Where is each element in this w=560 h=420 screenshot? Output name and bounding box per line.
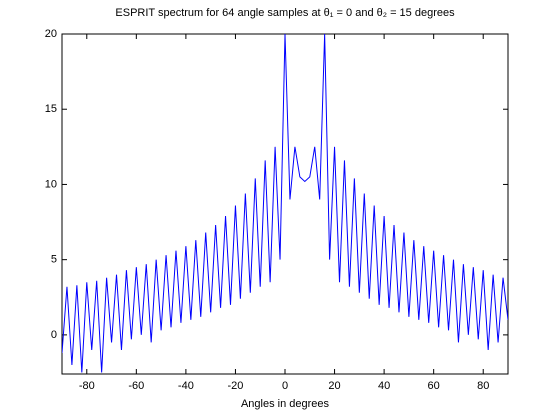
x-tick-label: 20 [328,380,340,392]
spectrum-line [62,34,508,373]
x-tick-label: -80 [79,380,95,392]
x-tick-label: 0 [282,380,288,392]
x-tick-label: -20 [227,380,243,392]
y-tick-label: 15 [45,103,57,115]
chart-title: ESPRIT spectrum for 64 angle samples at … [115,7,455,19]
x-tick-label: -60 [128,380,144,392]
x-tick-label: -40 [178,380,194,392]
y-tick-label: 10 [45,178,57,190]
y-tick-label: 0 [51,329,57,341]
x-axis-label: Angles in degrees [241,398,330,410]
y-tick-label: 20 [45,28,57,40]
x-tick-label: 80 [477,380,489,392]
x-tick-label: 40 [378,380,390,392]
plot-box [61,33,509,375]
y-tick-label: 5 [51,254,57,266]
x-tick-label: 60 [428,380,440,392]
